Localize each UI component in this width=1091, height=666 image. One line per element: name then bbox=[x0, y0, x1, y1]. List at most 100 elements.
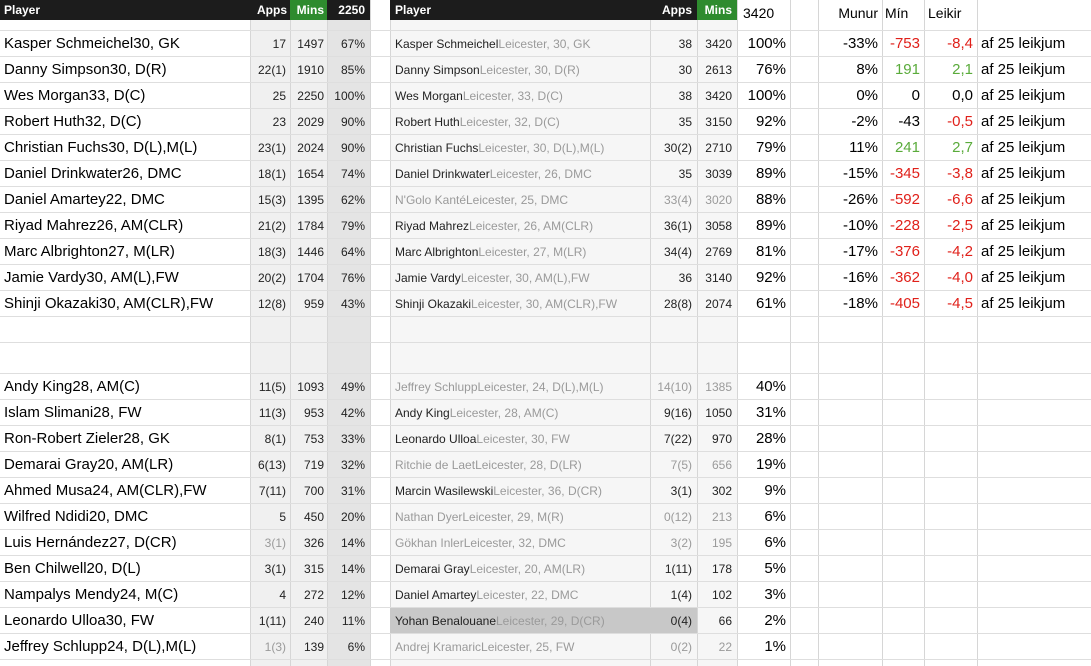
player-name-cell[interactable]: Marc Albrighton27, M(LR) bbox=[4, 243, 175, 260]
games-diff-cell[interactable]: -4,5 bbox=[947, 295, 973, 312]
player-name-cell[interactable]: Ahmed Musa24, AM(CLR),FW bbox=[4, 482, 207, 499]
player-name-cell[interactable]: Luis Hernández27, D(CR) bbox=[4, 534, 177, 551]
right-pct-cell[interactable]: 19% bbox=[755, 456, 786, 473]
apps-cell[interactable]: 23 bbox=[272, 115, 286, 129]
apps-cell[interactable]: 11(3) bbox=[258, 406, 286, 420]
compare-min-header[interactable]: Mín bbox=[885, 5, 909, 21]
minutes-diff-cell[interactable]: -362 bbox=[889, 269, 920, 286]
right-total-header[interactable]: 3420 bbox=[743, 5, 775, 21]
pct-cell[interactable]: 90% bbox=[340, 115, 365, 129]
right-player-cell[interactable]: Wes MorganLeicester, 33, D(C) bbox=[390, 83, 650, 109]
right-mins-cell[interactable]: 656 bbox=[711, 458, 732, 472]
right-mins-cell[interactable]: 66 bbox=[718, 614, 732, 628]
right-pct-cell[interactable]: 2% bbox=[764, 612, 786, 629]
player-name-cell[interactable]: Islam Slimani28, FW bbox=[4, 404, 142, 421]
right-apps-cell[interactable]: 0(2) bbox=[670, 640, 692, 654]
right-pct-cell[interactable]: 3% bbox=[764, 586, 786, 603]
right-player-cell[interactable]: Jeffrey SchluppLeicester, 24, D(L),M(L) bbox=[390, 374, 650, 400]
right-player-cell[interactable]: Robert HuthLeicester, 32, D(C) bbox=[390, 109, 650, 135]
right-apps-cell[interactable]: 30(2) bbox=[663, 141, 692, 155]
right-pct-cell[interactable]: 92% bbox=[755, 269, 786, 286]
right-mins-cell[interactable]: 178 bbox=[711, 562, 732, 576]
right-pct-cell[interactable]: 92% bbox=[755, 113, 786, 130]
games-diff-cell[interactable]: -3,8 bbox=[947, 165, 973, 182]
apps-cell[interactable]: 8(1) bbox=[264, 432, 286, 446]
diff-pct-cell[interactable]: 8% bbox=[856, 61, 878, 78]
player-name-cell[interactable]: Jeffrey Schlupp24, D(L),M(L) bbox=[4, 638, 197, 655]
pct-cell[interactable]: 90% bbox=[340, 141, 365, 155]
right-mins-cell[interactable]: 213 bbox=[711, 510, 732, 524]
right-apps-cell[interactable]: 0(4) bbox=[670, 614, 692, 628]
right-apps-cell[interactable]: 9(16) bbox=[663, 406, 692, 420]
games-diff-cell[interactable]: -8,4 bbox=[947, 35, 973, 52]
apps-cell[interactable]: 21(2) bbox=[257, 219, 286, 233]
player-name-cell[interactable]: Ben Chilwell20, D(L) bbox=[4, 560, 141, 577]
right-player-cell[interactable]: Shinji OkazakiLeicester, 30, AM(CLR),FW bbox=[390, 291, 650, 317]
right-pct-cell[interactable]: 5% bbox=[764, 560, 786, 577]
mins-cell[interactable]: 1497 bbox=[297, 37, 324, 51]
diff-pct-cell[interactable]: -10% bbox=[842, 217, 878, 234]
pct-cell[interactable]: 74% bbox=[340, 167, 365, 181]
minutes-diff-cell[interactable]: 0 bbox=[911, 87, 920, 104]
apps-cell[interactable]: 20(2) bbox=[257, 271, 286, 285]
right-pct-cell[interactable]: 6% bbox=[764, 534, 786, 551]
left-apps-header[interactable]: Apps bbox=[257, 3, 287, 17]
mins-cell[interactable]: 1784 bbox=[297, 219, 324, 233]
right-pct-cell[interactable]: 1% bbox=[764, 638, 786, 655]
right-apps-cell[interactable]: 38 bbox=[678, 37, 692, 51]
apps-cell[interactable]: 15(3) bbox=[257, 193, 286, 207]
pct-cell[interactable]: 49% bbox=[340, 380, 365, 394]
right-apps-cell[interactable]: 38 bbox=[678, 89, 692, 103]
right-mins-cell[interactable]: 102 bbox=[711, 588, 732, 602]
right-mins-cell[interactable]: 3058 bbox=[705, 219, 732, 233]
pct-cell[interactable]: 31% bbox=[340, 484, 365, 498]
compare-games-header[interactable]: Leikir bbox=[928, 5, 962, 21]
games-diff-cell[interactable]: -4,2 bbox=[947, 243, 973, 260]
right-mins-header[interactable]: Mins bbox=[704, 3, 732, 17]
minutes-diff-cell[interactable]: 241 bbox=[894, 139, 920, 156]
pct-cell[interactable]: 12% bbox=[340, 588, 365, 602]
pct-cell[interactable]: 85% bbox=[340, 63, 365, 77]
games-suffix-cell[interactable]: af 25 leikjum bbox=[981, 191, 1066, 208]
player-name-cell[interactable]: Wilfred Ndidi20, DMC bbox=[4, 508, 149, 525]
right-pct-cell[interactable]: 88% bbox=[755, 191, 786, 208]
apps-cell[interactable]: 18(3) bbox=[257, 245, 286, 259]
right-player-cell[interactable]: Ritchie de LaetLeicester, 28, D(LR) bbox=[390, 452, 650, 478]
right-mins-cell[interactable]: 2613 bbox=[705, 63, 732, 77]
games-suffix-cell[interactable]: af 25 leikjum bbox=[981, 113, 1066, 130]
pct-cell[interactable]: 6% bbox=[347, 640, 365, 654]
right-pct-cell[interactable]: 76% bbox=[755, 61, 786, 78]
right-player-cell[interactable]: Marcin WasilewskiLeicester, 36, D(CR) bbox=[390, 478, 650, 504]
right-pct-cell[interactable]: 100% bbox=[747, 35, 786, 52]
pct-cell[interactable]: 43% bbox=[340, 297, 365, 311]
mins-cell[interactable]: 1446 bbox=[297, 245, 324, 259]
diff-pct-cell[interactable]: -26% bbox=[842, 191, 878, 208]
right-player-header[interactable]: Player bbox=[395, 3, 432, 17]
right-apps-cell[interactable]: 30 bbox=[678, 63, 692, 77]
right-apps-cell[interactable]: 33(4) bbox=[663, 193, 692, 207]
right-pct-cell[interactable]: 89% bbox=[755, 165, 786, 182]
right-pct-cell[interactable]: 81% bbox=[755, 243, 786, 260]
games-diff-cell[interactable]: -6,6 bbox=[947, 191, 973, 208]
games-suffix-cell[interactable]: af 25 leikjum bbox=[981, 139, 1066, 156]
left-total-header[interactable]: 2250 bbox=[338, 3, 365, 17]
apps-cell[interactable]: 1(3) bbox=[264, 640, 286, 654]
player-name-cell[interactable]: Leonardo Ulloa30, FW bbox=[4, 612, 155, 629]
right-pct-cell[interactable]: 89% bbox=[755, 217, 786, 234]
right-player-cell[interactable]: Leonardo UlloaLeicester, 30, FW bbox=[390, 426, 650, 452]
games-suffix-cell[interactable]: af 25 leikjum bbox=[981, 35, 1066, 52]
minutes-diff-cell[interactable]: -345 bbox=[889, 165, 920, 182]
diff-pct-cell[interactable]: -18% bbox=[842, 295, 878, 312]
apps-cell[interactable]: 5 bbox=[279, 510, 286, 524]
pct-cell[interactable]: 14% bbox=[340, 536, 365, 550]
diff-pct-cell[interactable]: -16% bbox=[842, 269, 878, 286]
right-player-cell[interactable]: Marc AlbrightonLeicester, 27, M(LR) bbox=[390, 239, 650, 265]
right-apps-cell[interactable]: 3(2) bbox=[670, 536, 692, 550]
right-apps-cell[interactable]: 34(4) bbox=[663, 245, 692, 259]
pct-cell[interactable]: 20% bbox=[340, 510, 365, 524]
right-apps-cell[interactable]: 7(5) bbox=[670, 458, 692, 472]
apps-cell[interactable]: 25 bbox=[272, 89, 286, 103]
right-pct-cell[interactable]: 61% bbox=[755, 295, 786, 312]
mins-cell[interactable]: 139 bbox=[303, 640, 324, 654]
apps-cell[interactable]: 7(11) bbox=[258, 484, 286, 498]
